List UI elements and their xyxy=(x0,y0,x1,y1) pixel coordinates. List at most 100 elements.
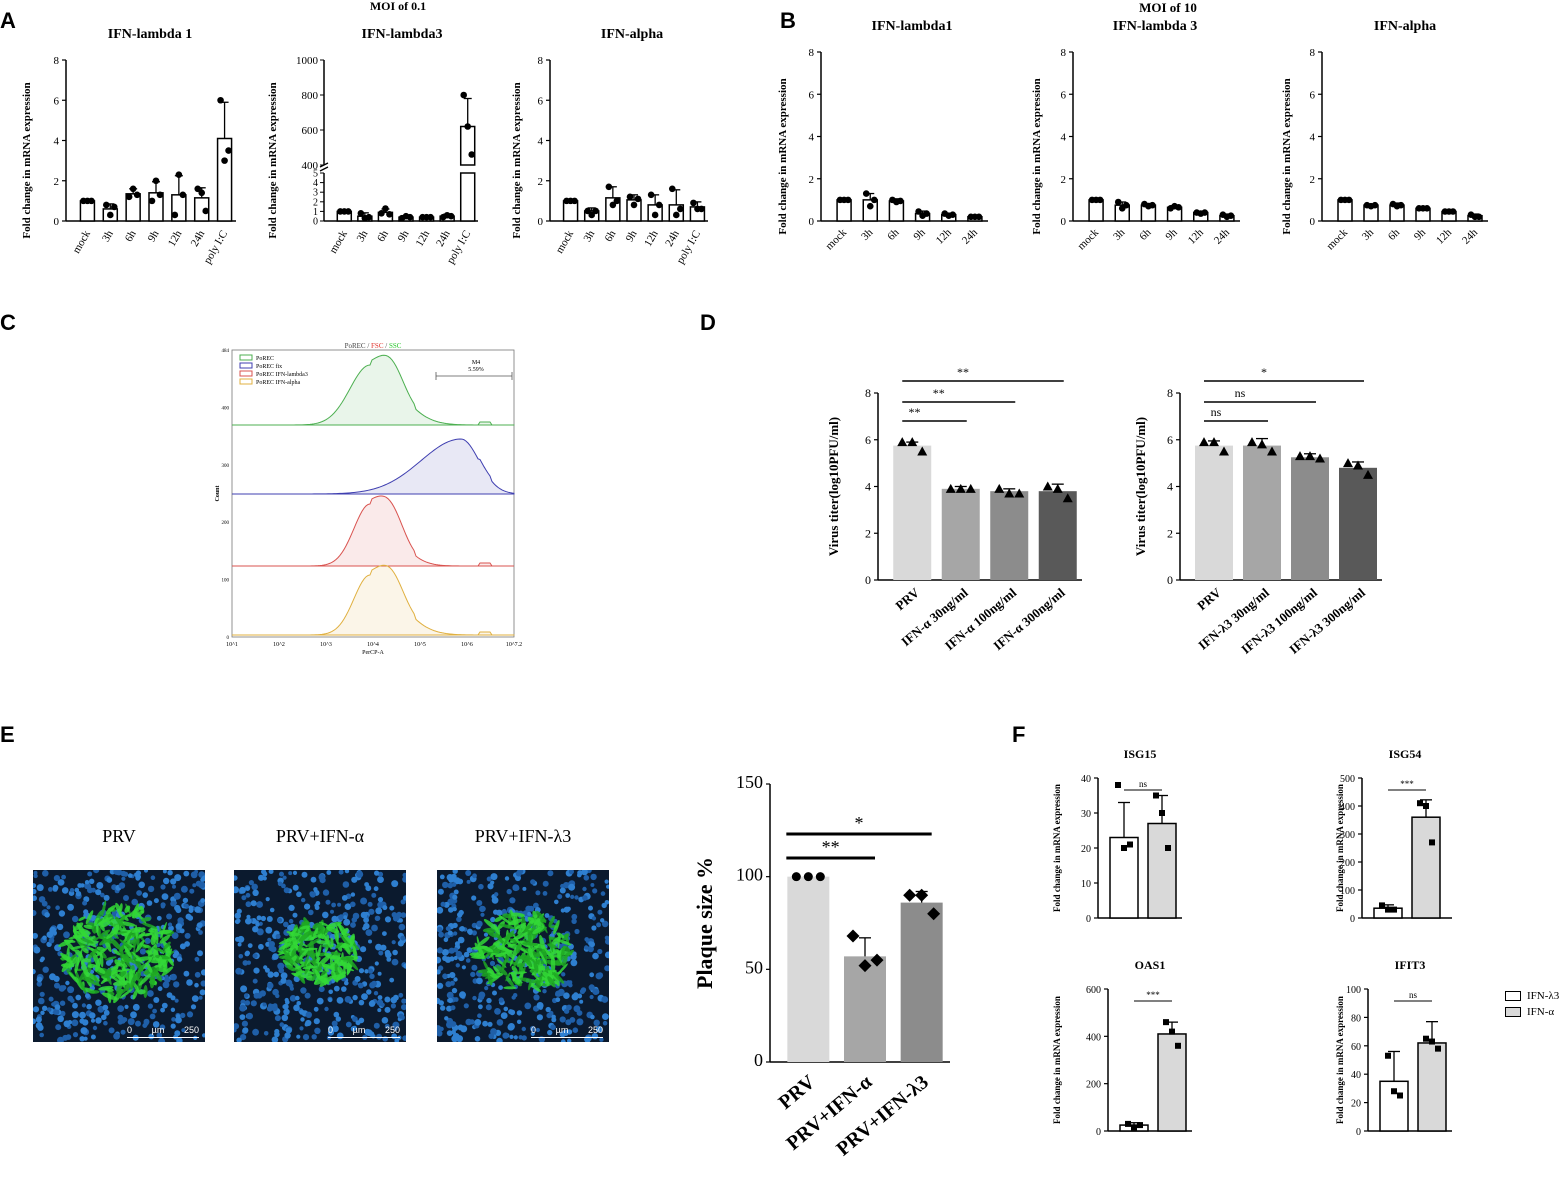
data-point xyxy=(605,183,613,191)
infected-cell xyxy=(499,923,516,930)
y-tick-label: 6 xyxy=(538,95,544,107)
nucleus xyxy=(305,1019,312,1027)
nucleus xyxy=(33,895,37,901)
nucleus xyxy=(42,966,49,973)
nucleus xyxy=(438,931,444,938)
infected-cell xyxy=(138,931,146,939)
data-point xyxy=(571,197,578,205)
data-point xyxy=(1417,800,1423,807)
nucleus xyxy=(279,871,284,877)
nucleus xyxy=(590,873,597,881)
infected-cell xyxy=(145,950,154,955)
nucleus xyxy=(260,915,266,922)
data-point xyxy=(106,211,114,219)
data-point xyxy=(994,483,1005,493)
infected-cell xyxy=(159,934,171,944)
data-point xyxy=(917,446,928,456)
nucleus xyxy=(284,1032,291,1039)
data-point xyxy=(1159,810,1165,816)
infected-cell xyxy=(515,943,521,954)
nucleus xyxy=(453,877,461,885)
nucleus xyxy=(136,890,142,896)
nucleus xyxy=(331,902,336,908)
nucleus xyxy=(478,883,484,890)
infected-cell xyxy=(508,918,523,926)
nucleus xyxy=(101,1014,107,1021)
nucleus xyxy=(402,872,406,878)
significance-label: ** xyxy=(933,386,945,400)
infected-cell xyxy=(547,976,556,988)
infected-cell xyxy=(324,952,336,960)
infected-cell xyxy=(141,922,158,929)
nucleus xyxy=(194,906,201,913)
nucleus xyxy=(149,1013,156,1020)
data-point xyxy=(427,213,434,221)
nucleus xyxy=(33,968,36,975)
nucleus xyxy=(283,1008,290,1015)
nucleus xyxy=(573,1005,581,1013)
nucleus xyxy=(174,998,179,1003)
infected-cell xyxy=(477,936,490,947)
y-tick-label: 2 xyxy=(538,176,544,188)
nucleus xyxy=(507,1023,515,1031)
data-point xyxy=(152,177,160,185)
infected-cell xyxy=(481,945,494,953)
nucleus xyxy=(390,1003,396,1009)
data-point xyxy=(609,201,617,209)
micrograph-label: PRV+IFN-α xyxy=(275,826,365,846)
infected-cell xyxy=(93,974,100,987)
nucleus xyxy=(535,1027,540,1033)
scale-label: µm xyxy=(352,1025,366,1035)
nucleus xyxy=(574,895,579,900)
scale-label: 0 xyxy=(531,1025,537,1035)
bar xyxy=(1339,467,1377,580)
nucleus xyxy=(250,900,257,907)
infected-cell xyxy=(114,916,125,928)
y-axis-label: Fold change in mRNA expression xyxy=(1031,78,1043,234)
nucleus xyxy=(452,870,458,874)
data-point xyxy=(846,929,860,943)
nucleus xyxy=(336,997,344,1004)
category-label: PRV xyxy=(1194,584,1224,613)
y-tick-label: 100 xyxy=(222,579,230,584)
nucleus xyxy=(174,874,182,882)
nucleus xyxy=(315,901,321,906)
nucleus xyxy=(252,953,258,959)
nucleus xyxy=(487,1021,493,1027)
category-label: 3h xyxy=(859,226,876,243)
nucleus xyxy=(384,1006,391,1013)
x-tick-label: 10^1 xyxy=(226,642,238,648)
data-point xyxy=(102,201,110,209)
category-label: PRV xyxy=(774,1071,820,1114)
data-point xyxy=(1219,446,1229,456)
infected-cell xyxy=(553,919,560,935)
nucleus xyxy=(256,992,263,999)
nucleus xyxy=(237,942,242,947)
nucleus xyxy=(511,995,516,1000)
data-point xyxy=(225,147,232,154)
data-point xyxy=(1379,902,1385,909)
infected-cell xyxy=(85,910,94,925)
nucleus xyxy=(277,917,283,923)
nucleus xyxy=(377,1008,382,1013)
nucleus xyxy=(600,918,605,923)
y-tick-label: 0 xyxy=(809,216,815,228)
nucleus xyxy=(272,953,279,960)
nucleus xyxy=(332,1025,339,1033)
infected-cell xyxy=(60,952,73,963)
nucleus xyxy=(358,999,365,1006)
nucleus xyxy=(567,1038,572,1042)
nucleus xyxy=(245,917,252,925)
nucleus xyxy=(438,1000,444,1006)
panel-label-E: E xyxy=(0,722,15,747)
nucleus xyxy=(246,914,251,919)
bar xyxy=(990,491,1029,580)
nucleus xyxy=(589,994,594,1000)
infected-cell xyxy=(556,938,572,946)
nucleus xyxy=(300,1017,305,1022)
nucleus xyxy=(194,971,201,978)
data-point xyxy=(1315,453,1325,463)
significance-label: ** xyxy=(909,405,921,419)
nucleus xyxy=(143,1018,150,1025)
nucleus xyxy=(478,994,485,1001)
